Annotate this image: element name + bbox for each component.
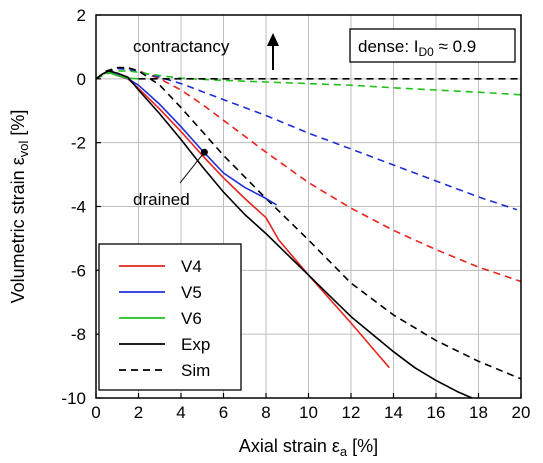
x-tick-label: 4 bbox=[176, 403, 185, 422]
y-axis-label-unit: [%] bbox=[8, 110, 28, 141]
y-tick-label: -6 bbox=[71, 261, 86, 280]
plot-frame bbox=[95, 14, 522, 399]
x-tick-label: 0 bbox=[91, 403, 100, 422]
density-label-main: dense: I bbox=[358, 37, 419, 56]
legend-label-sim: Sim bbox=[181, 361, 210, 380]
x-axis-label: Axial strain εa [%] bbox=[239, 436, 378, 459]
y-tick-label: -2 bbox=[71, 134, 86, 153]
x-axis-label-sub: a bbox=[340, 444, 348, 459]
x-tick-label: 10 bbox=[299, 403, 318, 422]
x-tick-label: 18 bbox=[469, 403, 488, 422]
drained-pointer-line bbox=[179, 151, 205, 184]
y-tick-label: -10 bbox=[61, 389, 86, 408]
y-axis-label-main: Volumetric strain ε bbox=[8, 157, 28, 303]
x-axis-label-unit: [%] bbox=[347, 436, 378, 456]
x-axis-label-main: Axial strain ε bbox=[239, 436, 340, 456]
x-tick-label: 16 bbox=[427, 403, 446, 422]
x-tick-label: 14 bbox=[384, 403, 403, 422]
y-tick-label: -8 bbox=[71, 325, 86, 344]
series-line-v5-sim bbox=[95, 67, 518, 211]
series-line-exp bbox=[95, 70, 473, 399]
up-arrow-icon bbox=[267, 33, 279, 46]
drained-marker bbox=[200, 148, 208, 156]
series-layer bbox=[95, 66, 522, 399]
y-tick-label: 0 bbox=[77, 70, 86, 89]
density-box: dense: ID0 ≈ 0.9 bbox=[349, 28, 516, 63]
drained-annotation: drained bbox=[133, 148, 208, 209]
y-axis-label-sub: vol bbox=[16, 141, 31, 158]
legend: V4 V5 V6 Exp Sim bbox=[98, 243, 242, 391]
legend-label-v4: V4 bbox=[181, 257, 202, 276]
x-tick-label: 2 bbox=[134, 403, 143, 422]
y-tick-label: 2 bbox=[77, 6, 86, 25]
legend-label-v6: V6 bbox=[181, 309, 202, 328]
density-box-frame bbox=[349, 28, 516, 63]
legend-frame bbox=[98, 243, 242, 391]
x-tick-label: 20 bbox=[512, 403, 531, 422]
grid bbox=[96, 15, 521, 398]
y-tick-label: -4 bbox=[71, 198, 86, 217]
x-tick-label: 12 bbox=[342, 403, 361, 422]
contractancy-annotation: contractancy bbox=[133, 33, 279, 70]
x-tick-label: 8 bbox=[261, 403, 270, 422]
x-tick-label: 6 bbox=[219, 403, 228, 422]
legend-label-exp: Exp bbox=[181, 335, 210, 354]
density-label-sub: D0 bbox=[419, 45, 435, 59]
y-axis-label: Volumetric strain εvol [%] bbox=[8, 110, 31, 304]
contractancy-label: contractancy bbox=[133, 37, 230, 56]
series-line-v6-sim bbox=[95, 70, 522, 96]
drained-label: drained bbox=[133, 190, 190, 209]
density-label: dense: ID0 ≈ 0.9 bbox=[358, 37, 476, 59]
density-label-value: ≈ 0.9 bbox=[434, 37, 476, 56]
legend-items: V4 V5 V6 Exp Sim bbox=[119, 257, 210, 380]
legend-label-v5: V5 bbox=[181, 283, 202, 302]
